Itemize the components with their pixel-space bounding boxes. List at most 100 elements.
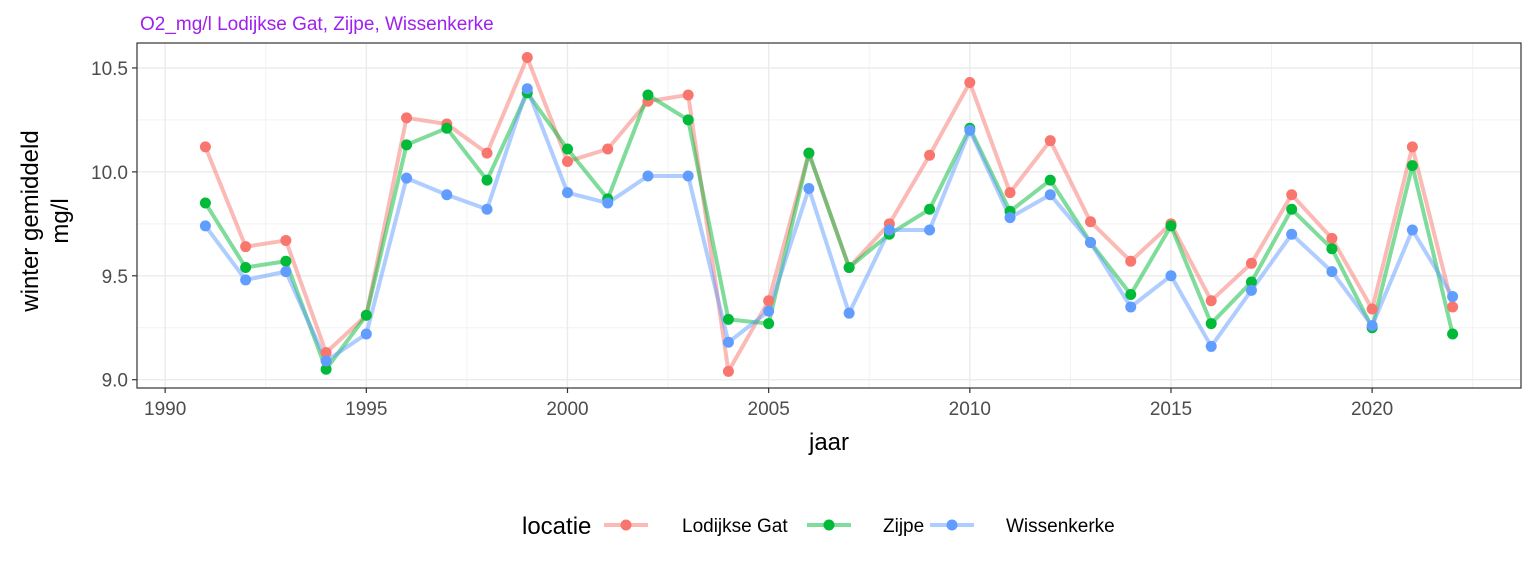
data-point-1 xyxy=(1245,276,1257,288)
data-point-0 xyxy=(1366,303,1378,315)
data-point-1 xyxy=(682,114,694,126)
data-point-1 xyxy=(1205,318,1217,330)
series-points xyxy=(199,52,1459,377)
data-point-1 xyxy=(401,139,413,151)
data-point-2 xyxy=(1165,270,1177,282)
data-point-1 xyxy=(843,261,855,273)
data-point-1 xyxy=(199,197,211,209)
legend-label: Wissenkerke xyxy=(1006,516,1115,537)
data-point-0 xyxy=(401,112,413,124)
data-point-0 xyxy=(682,89,694,101)
x-tick-label: 2020 xyxy=(1351,399,1393,420)
x-axis-label: jaar xyxy=(808,429,849,456)
data-point-1 xyxy=(1447,328,1459,340)
data-point-0 xyxy=(1286,189,1298,201)
x-tick-label: 2000 xyxy=(546,399,588,420)
grid-major xyxy=(137,43,1521,388)
data-point-2 xyxy=(280,266,292,278)
y-axis-label-line2: mg/l xyxy=(47,198,74,243)
y-tick-label: 9.0 xyxy=(102,371,128,392)
data-point-0 xyxy=(320,347,332,359)
data-point-2 xyxy=(1205,340,1217,352)
data-point-2 xyxy=(240,274,252,286)
panel-border xyxy=(136,42,1522,389)
data-point-2 xyxy=(682,170,694,182)
data-point-0 xyxy=(1406,141,1418,153)
y-axis: 9.0 9.5 10.0 10.5 xyxy=(91,59,137,392)
x-tick-label: 1990 xyxy=(144,399,186,420)
data-point-2 xyxy=(441,189,453,201)
x-tick-label: 1995 xyxy=(345,399,387,420)
y-axis-label-line1: winter gemiddeld xyxy=(17,130,44,312)
series-lines xyxy=(203,55,1455,374)
series-line-2 xyxy=(203,86,1455,363)
data-point-1 xyxy=(803,147,815,159)
data-point-2 xyxy=(199,220,211,232)
data-point-2 xyxy=(521,83,533,95)
data-point-1 xyxy=(722,313,734,325)
data-point-1 xyxy=(481,174,493,186)
data-point-1 xyxy=(320,363,332,375)
data-point-0 xyxy=(280,234,292,246)
data-point-0 xyxy=(602,143,614,155)
data-point-0 xyxy=(1205,295,1217,307)
data-point-2 xyxy=(642,170,654,182)
series-line-1 xyxy=(203,90,1455,372)
data-point-2 xyxy=(401,172,413,184)
data-point-2 xyxy=(1085,237,1097,249)
data-point-0 xyxy=(1085,216,1097,228)
data-point-2 xyxy=(843,307,855,319)
data-point-2 xyxy=(1245,284,1257,296)
data-point-1 xyxy=(1044,174,1056,186)
data-point-1 xyxy=(1406,160,1418,172)
data-point-2 xyxy=(1044,189,1056,201)
data-point-2 xyxy=(964,124,976,136)
data-point-0 xyxy=(481,147,493,159)
data-point-2 xyxy=(360,328,372,340)
x-tick-label: 2015 xyxy=(1150,399,1192,420)
data-point-2 xyxy=(883,224,895,236)
data-point-0 xyxy=(1245,257,1257,269)
data-point-1 xyxy=(763,318,775,330)
legend-key-point xyxy=(823,519,835,531)
data-point-0 xyxy=(1326,232,1338,244)
data-point-2 xyxy=(803,182,815,194)
data-point-0 xyxy=(199,141,211,153)
data-point-2 xyxy=(1286,228,1298,240)
data-point-1 xyxy=(360,309,372,321)
chart-title: O2_mg/l Lodijkse Gat, Zijpe, Wissenkerke xyxy=(140,14,494,35)
x-tick-label: 2010 xyxy=(949,399,991,420)
data-point-1 xyxy=(1125,288,1137,300)
data-point-0 xyxy=(240,241,252,253)
data-point-1 xyxy=(561,143,573,155)
legend-key-point xyxy=(946,519,958,531)
legend-label: Lodijkse Gat xyxy=(682,516,788,537)
data-point-0 xyxy=(1125,255,1137,267)
data-point-0 xyxy=(924,149,936,161)
data-point-2 xyxy=(722,336,734,348)
data-point-0 xyxy=(964,76,976,88)
x-tick-label: 2005 xyxy=(748,399,790,420)
legend: locatie Lodijkse Gat Zijpe Wissenkerke xyxy=(522,513,1115,540)
data-point-1 xyxy=(1286,203,1298,215)
data-point-2 xyxy=(924,224,936,236)
data-point-2 xyxy=(1366,320,1378,332)
y-tick-label: 10.0 xyxy=(91,163,128,184)
data-point-1 xyxy=(441,122,453,134)
data-point-2 xyxy=(320,355,332,367)
data-point-2 xyxy=(561,187,573,199)
legend-title: locatie xyxy=(522,513,591,540)
data-point-0 xyxy=(1004,187,1016,199)
data-point-1 xyxy=(240,261,252,273)
data-point-2 xyxy=(602,197,614,209)
data-point-2 xyxy=(1004,212,1016,224)
data-point-1 xyxy=(642,89,654,101)
x-axis: 1990 1995 2000 2005 2010 2015 2020 xyxy=(144,388,1393,420)
data-point-2 xyxy=(1326,266,1338,278)
data-point-0 xyxy=(521,52,533,64)
data-point-1 xyxy=(1326,243,1338,255)
data-point-1 xyxy=(924,203,936,215)
data-point-0 xyxy=(763,295,775,307)
data-point-0 xyxy=(561,155,573,167)
